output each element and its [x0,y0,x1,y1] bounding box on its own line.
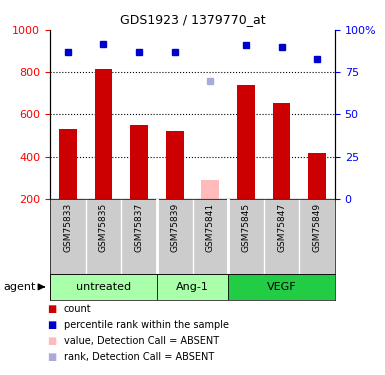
Bar [95,69,112,199]
Text: ■: ■ [47,352,57,362]
Text: GSM75849: GSM75849 [313,202,321,252]
Text: VEGF: VEGF [267,282,296,292]
Text: GSM75837: GSM75837 [135,202,144,252]
Text: ■: ■ [47,320,57,330]
Text: GSM75839: GSM75839 [170,202,179,252]
Text: ■: ■ [47,304,57,314]
Bar [59,129,77,199]
Bar [228,274,335,300]
Bar [166,131,184,199]
Text: GDS1923 / 1379770_at: GDS1923 / 1379770_at [120,13,265,26]
Text: rank, Detection Call = ABSENT: rank, Detection Call = ABSENT [64,352,214,362]
Text: count: count [64,304,91,314]
Text: untreated: untreated [76,282,131,292]
Text: Ang-1: Ang-1 [176,282,209,292]
Text: GSM75833: GSM75833 [64,202,72,252]
Text: agent: agent [4,282,36,292]
Text: ■: ■ [47,336,57,346]
Text: GSM75847: GSM75847 [277,202,286,252]
Bar [308,153,326,199]
Bar [201,180,219,199]
Bar [130,125,148,199]
Text: GSM75845: GSM75845 [241,202,250,252]
Text: percentile rank within the sample: percentile rank within the sample [64,320,229,330]
Text: GSM75841: GSM75841 [206,202,215,252]
Bar [50,274,157,300]
Bar [157,274,228,300]
Text: value, Detection Call = ABSENT: value, Detection Call = ABSENT [64,336,219,346]
Text: GSM75835: GSM75835 [99,202,108,252]
Bar [237,85,255,199]
Bar [273,103,290,199]
